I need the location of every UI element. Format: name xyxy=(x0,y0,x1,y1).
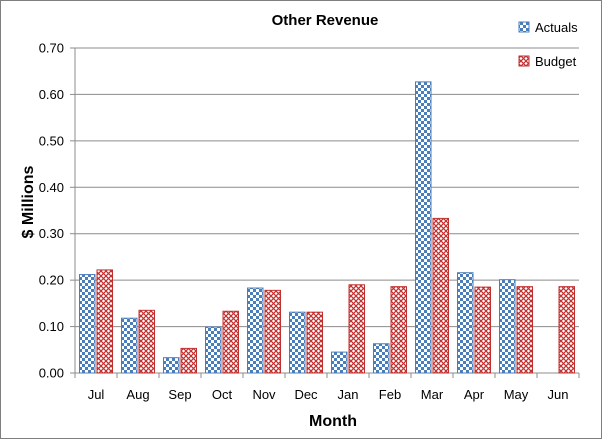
x-tick-label-may: May xyxy=(504,387,529,402)
bar-actuals-jul xyxy=(79,274,96,374)
x-tick-label-nov: Nov xyxy=(252,387,276,402)
y-tick-label-1: 0.10 xyxy=(39,319,64,334)
x-tick-labels: Jul Aug Sep Oct Nov Dec Jan Feb Mar Apr May Jun xyxy=(88,387,569,402)
y-tick-label-3: 0.30 xyxy=(39,226,64,241)
x-tick-label-mar: Mar xyxy=(421,387,444,402)
x-tick-label-aug: Aug xyxy=(126,387,149,402)
x-tick-label-dec: Dec xyxy=(294,387,318,402)
bar-budget-dec xyxy=(306,311,323,374)
bar-budget-sep xyxy=(180,347,197,374)
x-tick-label-apr: Apr xyxy=(464,387,485,402)
x-tick-label-jul: Jul xyxy=(88,387,105,402)
y-tick-label-6: 0.60 xyxy=(39,87,64,102)
legend: Actuals Budget xyxy=(518,20,578,69)
bar-budget-may xyxy=(516,286,533,374)
x-axis-title: Month xyxy=(309,413,357,430)
bar-budget-apr xyxy=(474,286,491,374)
legend-label-actuals: Actuals xyxy=(535,20,578,35)
legend-label-budget: Budget xyxy=(535,54,577,69)
bar-actuals-sep xyxy=(163,357,180,374)
bars xyxy=(79,81,575,374)
bar-actuals-oct xyxy=(205,326,222,374)
bar-budget-jun xyxy=(558,286,575,374)
y-tick-label-4: 0.40 xyxy=(39,180,64,195)
y-tick-label-7: 0.70 xyxy=(39,41,64,56)
bar-budget-aug xyxy=(138,309,155,374)
y-tick-labels: 0.00 0.10 0.20 0.30 0.40 0.50 0.60 0.70 xyxy=(39,41,64,381)
bar-actuals-jan xyxy=(331,351,348,374)
x-tick-label-sep: Sep xyxy=(168,387,191,402)
y-tick-label-0: 0.00 xyxy=(39,366,64,381)
bar-actuals-feb xyxy=(373,343,390,374)
bar-budget-feb xyxy=(390,286,407,374)
bar-budget-nov xyxy=(264,289,281,374)
bar-actuals-mar xyxy=(415,81,432,374)
x-tick-label-feb: Feb xyxy=(379,387,401,402)
bar-actuals-aug xyxy=(121,317,138,374)
y-tick-label-5: 0.50 xyxy=(39,133,64,148)
bar-budget-jan xyxy=(348,284,365,374)
y-axis-title: $ Millions xyxy=(20,165,37,238)
bar-budget-oct xyxy=(222,310,239,374)
bar-actuals-nov xyxy=(247,287,264,374)
legend-swatch-actuals xyxy=(518,21,530,33)
bar-actuals-dec xyxy=(289,311,306,374)
bar-actuals-may xyxy=(499,279,516,374)
legend-swatch-budget xyxy=(518,55,530,67)
x-tick-label-jun: Jun xyxy=(548,387,569,402)
bar-budget-jul xyxy=(96,269,113,374)
chart-title: Other Revenue xyxy=(272,12,379,29)
x-tick-label-oct: Oct xyxy=(212,387,233,402)
x-tick-label-jan: Jan xyxy=(338,387,359,402)
bar-budget-mar xyxy=(432,217,449,374)
gridlines xyxy=(70,47,580,378)
y-tick-label-2: 0.20 xyxy=(39,273,64,288)
bar-actuals-apr xyxy=(457,272,474,374)
